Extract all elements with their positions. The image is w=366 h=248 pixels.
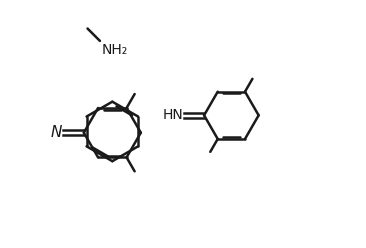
Text: HN: HN [162,108,183,122]
Text: NH₂: NH₂ [101,43,127,57]
Text: N: N [50,125,61,140]
